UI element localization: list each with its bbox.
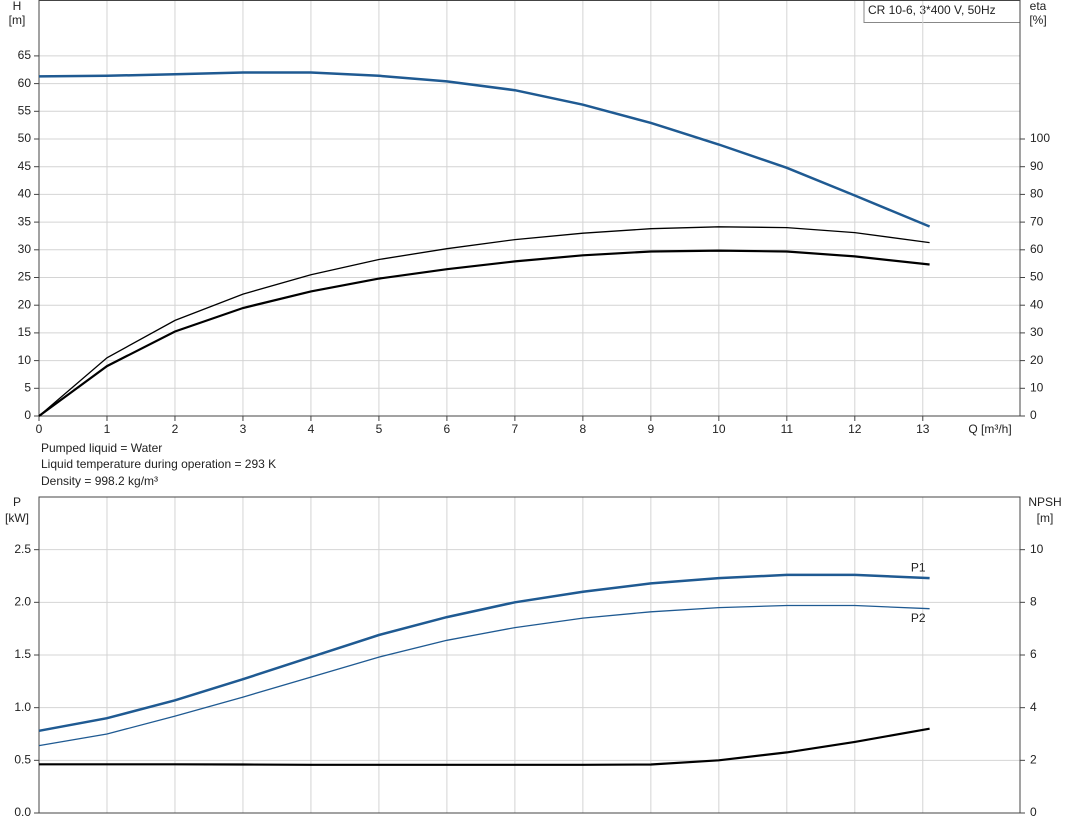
y2-label: eta [1030, 0, 1047, 13]
y-tick-label: 45 [18, 159, 32, 173]
y2-tick-label: 10 [1030, 380, 1044, 394]
y-tick-label: 5 [24, 380, 31, 394]
y-tick-label: 55 [18, 103, 32, 117]
x-tick-label: 1 [104, 422, 111, 436]
y-tick-label: 65 [18, 48, 32, 62]
curve [38, 226, 930, 417]
x-tick-label: 12 [848, 422, 862, 436]
y2-tick-label: 10 [1030, 542, 1044, 556]
y-tick-label: 35 [18, 214, 32, 228]
x-tick-label: 2 [172, 422, 179, 436]
curve [38, 604, 930, 747]
y-tick-label: 60 [18, 76, 32, 90]
y-tick-label: 30 [18, 242, 32, 256]
y2-tick-label: 70 [1030, 214, 1044, 228]
y-tick-label: 2.0 [14, 595, 31, 609]
y2-tick-label: 2 [1030, 753, 1037, 767]
plots: 0 1 2 3 4 5 6 7 8 9 10 11 12 130510152025303540455055… [14, 0, 1050, 819]
x-label: Q [m³/h] [968, 422, 1011, 436]
y-tick-label: 20 [18, 297, 32, 311]
y-tick-label: 0 [24, 408, 31, 422]
info-line: Liquid temperature during operation = 29… [41, 457, 276, 471]
y2-unit: [m] [1037, 511, 1054, 525]
curve [38, 71, 931, 228]
x-tick-label: 3 [240, 422, 247, 436]
y-label: P [13, 495, 21, 509]
y-tick-label: 10 [18, 353, 32, 367]
x-tick-label: 10 [712, 422, 726, 436]
y2-tick-label: 50 [1030, 270, 1044, 284]
y-tick-label: 2.5 [14, 542, 31, 556]
y2-tick-label: 8 [1030, 595, 1037, 609]
x-tick-label: 5 [376, 422, 383, 436]
y2-tick-label: 100 [1030, 131, 1050, 145]
y2-unit: [%] [1029, 13, 1046, 27]
y2-tick-label: 30 [1030, 325, 1044, 339]
y2-tick-label: 4 [1030, 700, 1037, 714]
x-tick-label: 4 [308, 422, 315, 436]
y2-tick-label: 6 [1030, 647, 1037, 661]
x-tick-label: 0 [36, 422, 43, 436]
y-tick-label: 1.5 [14, 647, 31, 661]
y-tick-label: 40 [18, 187, 32, 201]
y-tick-label: 50 [18, 131, 32, 145]
x-tick-label: 7 [512, 422, 519, 436]
y-label: H [13, 0, 22, 13]
x-tick-label: 11 [781, 422, 794, 436]
curve [38, 573, 930, 733]
y-tick-label: 1.0 [14, 700, 31, 714]
y-tick-label: 0.5 [14, 753, 31, 767]
info-line: Density = 998.2 kg/m³ [41, 474, 158, 488]
plot-frame [38, 0, 1021, 417]
y-tick-label: 15 [18, 325, 32, 339]
y2-tick-label: 20 [1030, 353, 1044, 367]
y2-tick-label: 0 [1030, 805, 1037, 819]
y2-tick-label: 90 [1030, 159, 1044, 173]
x-tick-label: 6 [444, 422, 451, 436]
info-line: Pumped liquid = Water [41, 441, 162, 455]
y-tick-label: 0.0 [14, 805, 31, 819]
curve [38, 249, 930, 417]
chart-title: CR 10-6, 3*400 V, 50Hz [868, 3, 996, 17]
series-label: P2 [911, 611, 926, 625]
y2-tick-label: 60 [1030, 242, 1044, 256]
y-unit: [m] [9, 13, 26, 27]
y2-tick-label: 80 [1030, 187, 1044, 201]
x-tick-label: 9 [648, 422, 655, 436]
y-unit: [kW] [5, 511, 29, 525]
y-tick-label: 25 [18, 270, 32, 284]
x-tick-label: 13 [916, 422, 930, 436]
curve [39, 727, 930, 766]
y2-tick-label: 40 [1030, 297, 1044, 311]
series-label: P1 [911, 560, 926, 574]
x-tick-label: 8 [580, 422, 587, 436]
plot-frame [38, 496, 1021, 814]
y2-label: NPSH [1028, 495, 1061, 509]
y2-tick-label: 0 [1030, 408, 1037, 422]
